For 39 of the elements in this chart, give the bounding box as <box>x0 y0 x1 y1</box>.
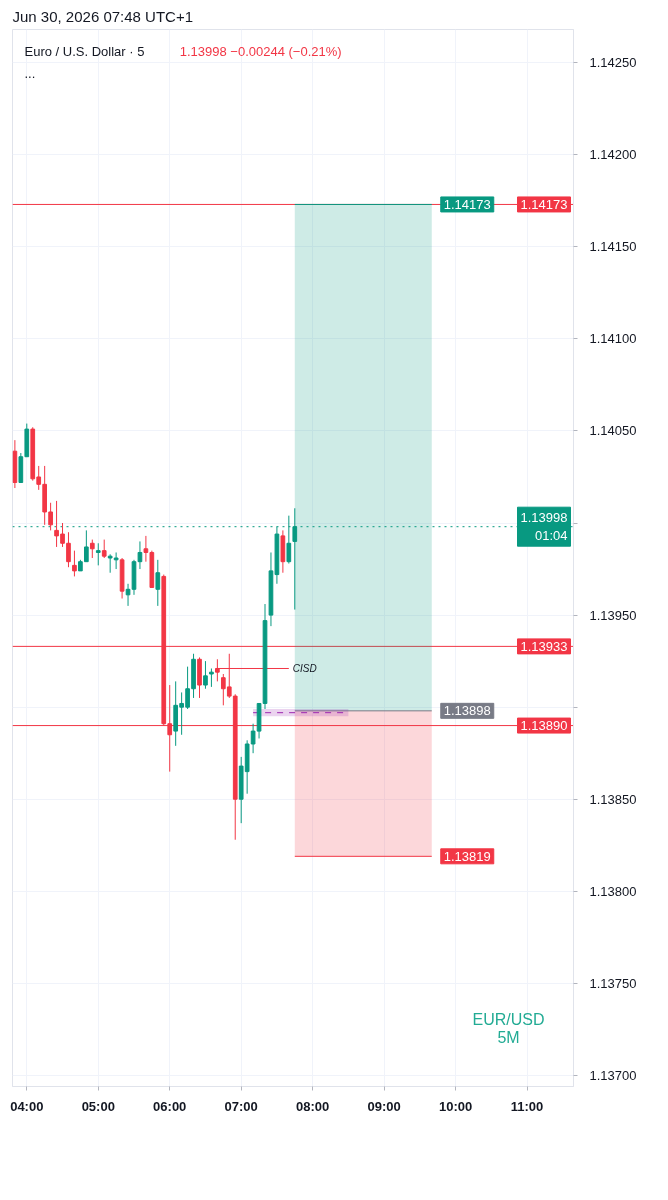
y-tick-label: 1.14100 <box>589 331 637 347</box>
y-tick-label: 1.14200 <box>589 147 637 163</box>
data-label: 1.13898 <box>443 703 491 719</box>
y-tick-label: 1.13950 <box>589 607 637 623</box>
x-tick-label: 06:00 <box>153 1098 187 1114</box>
annotation: EUR/USD <box>472 1011 545 1028</box>
candlestick <box>101 539 107 559</box>
annotation: 1.13998 −0.00244 (−0.21%) <box>179 44 342 59</box>
x-tick-label: 11:00 <box>510 1098 544 1114</box>
x-tick-label: 07:00 <box>224 1098 258 1114</box>
y-tick-label: 1.13750 <box>589 975 637 991</box>
annotation: CISD <box>292 662 317 674</box>
ref-line-label: 1.13890 <box>520 718 568 734</box>
y-tick-label: 1.13850 <box>589 791 637 807</box>
candlestick <box>89 539 95 559</box>
candlestick <box>203 660 208 690</box>
y-tick-label: 1.13800 <box>589 883 637 899</box>
candlestick <box>155 559 161 607</box>
x-tick-label: 10:00 <box>438 1098 473 1114</box>
data-label: 1.13819 <box>443 848 491 864</box>
x-tick-label: 05:00 <box>81 1098 115 1114</box>
y-tick-label: 1.14250 <box>589 55 637 71</box>
text: Euro / U.S. Dollar · 5 <box>24 44 145 59</box>
y-tick-label: 1.14050 <box>589 423 637 439</box>
x-tick-label: 08:00 <box>296 1098 330 1114</box>
data-label: 1.14173 <box>443 196 491 212</box>
x-tick-label: 04:00 <box>10 1098 44 1114</box>
ref-line-label: 1.13933 <box>520 638 568 654</box>
candlestick <box>209 667 214 688</box>
candlestick <box>72 550 77 577</box>
annotation: ... <box>24 66 36 81</box>
chart-title: Jun 30, 2026 07:48 UTC+1 <box>12 7 194 25</box>
ref-line-label: 1.14173 <box>520 196 568 212</box>
y-tick-label: 1.13700 <box>589 1067 637 1083</box>
y-tick-label: 1.14150 <box>589 239 637 255</box>
annotation: 5M <box>497 1029 520 1046</box>
candlestick <box>95 542 101 566</box>
x-tick-label: 09:00 <box>367 1098 401 1114</box>
ref-line-label: 1.13998 01:04 <box>520 510 568 544</box>
